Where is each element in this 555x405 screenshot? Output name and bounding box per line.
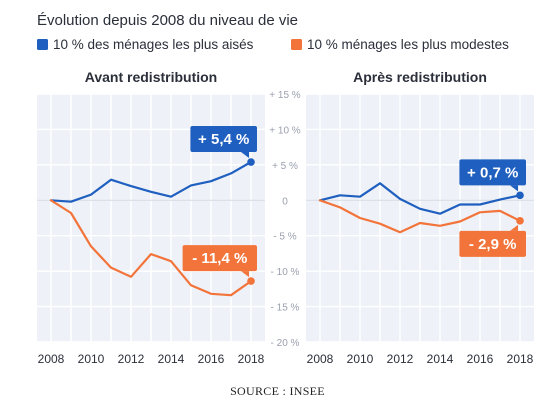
- source-note: SOURCE : INSEE: [230, 384, 325, 398]
- series-line-0-1: [49, 199, 253, 297]
- end-label-tip-0-1: [241, 271, 249, 278]
- ytick--20: - 20 %: [271, 338, 300, 349]
- ytick-5: + 5 %: [272, 161, 298, 172]
- end-label-1-0: + 0,7 %: [467, 164, 518, 181]
- end-label-0-1: - 11,4 %: [192, 250, 247, 267]
- xtick-1-2014: 2014: [427, 352, 454, 366]
- ytick--10: - 10 %: [271, 267, 300, 278]
- end-label-box-0-0: [190, 126, 257, 153]
- legend: 10 % des ménages les plus aisés 10 % ména…: [37, 37, 509, 52]
- series-line-1-0: [318, 182, 522, 215]
- ytick-10: + 10 %: [269, 125, 301, 136]
- end-label-box-1-1: [459, 230, 526, 257]
- end-label-0-0: + 5,4 %: [198, 131, 249, 148]
- panel-apres: Après redistribution 2008 2010 2012 2014 2016…: [306, 69, 534, 366]
- point-1-1-2018: [516, 217, 524, 225]
- point-0-1-2018: [247, 277, 255, 285]
- xtick-0-2016: 2016: [198, 352, 225, 366]
- xtick-1-2016: 2016: [467, 352, 494, 366]
- xtick-0-2018: 2018: [238, 352, 265, 366]
- end-label-box-1-0: [459, 159, 526, 186]
- chart-root: Évolution depuis 2008 du niveau de vie 1…: [37, 12, 534, 366]
- shared-y-axis: + 15 % + 10 % + 5 % 0 - 5 % - 10 % - 15 % - 20 …: [269, 90, 301, 349]
- xtick-1-2012: 2012: [387, 352, 414, 366]
- xtick-1-2010: 2010: [347, 352, 374, 366]
- xtick-0-2010: 2010: [78, 352, 105, 366]
- panel-title-1: Après redistribution: [353, 69, 487, 85]
- xtick-0-2012: 2012: [118, 352, 145, 366]
- panel-title-0: Avant redistribution: [85, 69, 218, 85]
- legend-label-1: 10 % ménages les plus modestes: [307, 37, 509, 52]
- series-line-0-0: [49, 160, 253, 203]
- xtick-1-2018: 2018: [507, 352, 534, 366]
- figure-title: Évolution depuis 2008 du niveau de vie: [37, 12, 298, 29]
- end-label-tip-1-0: [510, 185, 518, 192]
- end-label-tip-0-0: [241, 152, 249, 159]
- ytick--15: - 15 %: [271, 303, 300, 314]
- point-1-0-2018: [516, 191, 524, 200]
- xtick-1-2008: 2008: [307, 352, 334, 366]
- legend-label-0: 10 % des ménages les plus aisés: [53, 37, 254, 52]
- panel-avant: Avant redistribution 2008 2010 2012 2014 2016…: [37, 69, 265, 366]
- xtick-0-2008: 2008: [38, 352, 65, 366]
- ytick--5: - 5 %: [273, 232, 296, 243]
- ytick-0: 0: [282, 196, 288, 207]
- point-0-0-2018: [247, 158, 255, 166]
- end-label-tip-1-1: [510, 224, 518, 231]
- end-label-1-1: - 2,9 %: [469, 236, 517, 253]
- legend-swatch-0: [37, 39, 48, 50]
- xtick-0-2014: 2014: [158, 352, 185, 366]
- ytick-15: + 15 %: [269, 90, 301, 101]
- end-label-box-0-1: [182, 245, 257, 272]
- series-line-1-1: [318, 199, 522, 234]
- legend-swatch-1: [291, 39, 302, 50]
